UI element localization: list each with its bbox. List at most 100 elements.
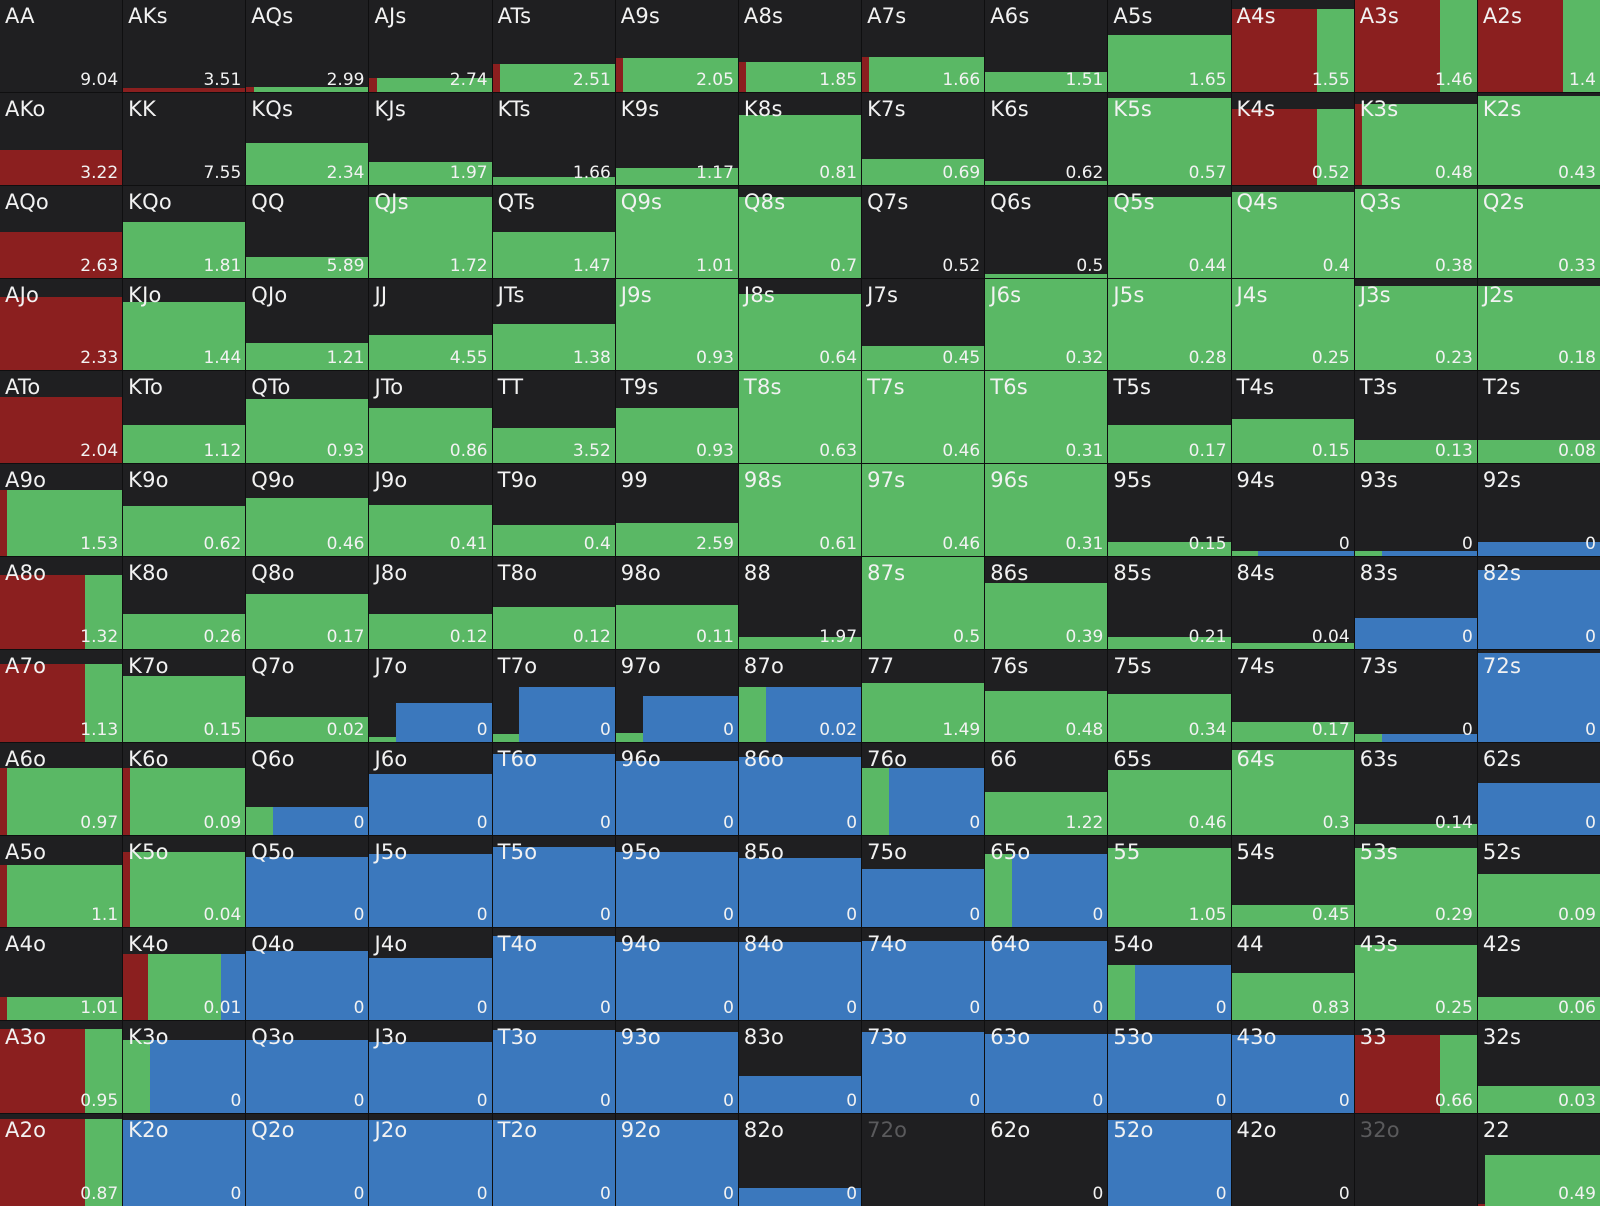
hand-cell-a3s[interactable]: A3s 1.46 xyxy=(1354,0,1477,92)
hand-cell-86o[interactable]: 86o 0 xyxy=(738,742,862,835)
hand-cell-a4o[interactable]: A4o 1.01 xyxy=(0,928,123,1021)
hand-cell-94s[interactable]: 94s 0 xyxy=(1231,464,1354,557)
hand-cell-q7s[interactable]: Q7s 0.52 xyxy=(862,185,985,278)
hand-cell-t8s[interactable]: T8s 0.63 xyxy=(738,371,862,464)
hand-cell-q5s[interactable]: Q5s 0.44 xyxy=(1108,185,1231,278)
hand-cell-84s[interactable]: 84s 0.04 xyxy=(1231,557,1354,649)
hand-cell-73o[interactable]: 73o 0 xyxy=(862,1021,985,1114)
hand-cell-53o[interactable]: 53o 0 xyxy=(1108,1021,1231,1114)
hand-cell-54s[interactable]: 54s 0.45 xyxy=(1231,835,1354,928)
hand-cell-j2s[interactable]: J2s 0.18 xyxy=(1477,278,1600,371)
hand-cell-ako[interactable]: AKo 3.22 xyxy=(0,92,123,185)
hand-cell-a5s[interactable]: A5s 1.65 xyxy=(1108,0,1231,92)
hand-cell-97o[interactable]: 97o 0 xyxy=(615,649,738,742)
hand-cell-95s[interactable]: 95s 0.15 xyxy=(1108,464,1231,557)
hand-cell-kqs[interactable]: KQs 2.34 xyxy=(246,92,369,185)
hand-cell-k2s[interactable]: K2s 0.43 xyxy=(1477,92,1600,185)
hand-cell-kts[interactable]: KTs 1.66 xyxy=(492,92,615,185)
hand-cell-77[interactable]: 77 1.49 xyxy=(862,649,985,742)
hand-cell-65o[interactable]: 65o 0 xyxy=(985,835,1108,928)
hand-cell-j7s[interactable]: J7s 0.45 xyxy=(862,278,985,371)
hand-cell-54o[interactable]: 54o 0 xyxy=(1108,928,1231,1021)
hand-cell-75s[interactable]: 75s 0.34 xyxy=(1108,649,1231,742)
hand-cell-k6o[interactable]: K6o 0.09 xyxy=(123,742,246,835)
hand-cell-k8s[interactable]: K8s 0.81 xyxy=(738,92,862,185)
hand-cell-63s[interactable]: 63s 0.14 xyxy=(1354,742,1477,835)
hand-cell-a4s[interactable]: A4s 1.55 xyxy=(1231,0,1354,92)
hand-cell-aa[interactable]: AA 9.04 xyxy=(0,0,123,92)
hand-cell-k4s[interactable]: K4s 0.52 xyxy=(1231,92,1354,185)
hand-cell-62s[interactable]: 62s 0 xyxy=(1477,742,1600,835)
hand-cell-q8s[interactable]: Q8s 0.7 xyxy=(738,185,862,278)
hand-cell-76o[interactable]: 76o 0 xyxy=(862,742,985,835)
hand-cell-t2s[interactable]: T2s 0.08 xyxy=(1477,371,1600,464)
hand-cell-ajs[interactable]: AJs 2.74 xyxy=(369,0,492,92)
hand-cell-t6s[interactable]: T6s 0.31 xyxy=(985,371,1108,464)
hand-cell-22[interactable]: 22 0.49 xyxy=(1477,1114,1600,1206)
hand-cell-52o[interactable]: 52o 0 xyxy=(1108,1114,1231,1206)
hand-cell-k3s[interactable]: K3s 0.48 xyxy=(1354,92,1477,185)
hand-cell-64s[interactable]: 64s 0.3 xyxy=(1231,742,1354,835)
hand-cell-t4s[interactable]: T4s 0.15 xyxy=(1231,371,1354,464)
hand-cell-aks[interactable]: AKs 3.51 xyxy=(123,0,246,92)
hand-cell-k3o[interactable]: K3o 0 xyxy=(123,1021,246,1114)
hand-cell-q3o[interactable]: Q3o 0 xyxy=(246,1021,369,1114)
hand-cell-qto[interactable]: QTo 0.93 xyxy=(246,371,369,464)
hand-cell-j9o[interactable]: J9o 0.41 xyxy=(369,464,492,557)
hand-cell-32o[interactable]: 32o xyxy=(1354,1114,1477,1206)
hand-cell-t8o[interactable]: T8o 0.12 xyxy=(492,557,615,649)
hand-cell-q6o[interactable]: Q6o 0 xyxy=(246,742,369,835)
hand-cell-q7o[interactable]: Q7o 0.02 xyxy=(246,649,369,742)
hand-cell-62o[interactable]: 62o 0 xyxy=(985,1114,1108,1206)
hand-cell-j9s[interactable]: J9s 0.93 xyxy=(615,278,738,371)
hand-cell-95o[interactable]: 95o 0 xyxy=(615,835,738,928)
hand-cell-65s[interactable]: 65s 0.46 xyxy=(1108,742,1231,835)
hand-cell-q4s[interactable]: Q4s 0.4 xyxy=(1231,185,1354,278)
hand-cell-q6s[interactable]: Q6s 0.5 xyxy=(985,185,1108,278)
hand-cell-k6s[interactable]: K6s 0.62 xyxy=(985,92,1108,185)
hand-cell-82s[interactable]: 82s 0 xyxy=(1477,557,1600,649)
hand-cell-kjo[interactable]: KJo 1.44 xyxy=(123,278,246,371)
hand-cell-t9o[interactable]: T9o 0.4 xyxy=(492,464,615,557)
hand-cell-43o[interactable]: 43o 0 xyxy=(1231,1021,1354,1114)
hand-cell-t4o[interactable]: T4o 0 xyxy=(492,928,615,1021)
hand-cell-a3o[interactable]: A3o 0.95 xyxy=(0,1021,123,1114)
hand-cell-k7o[interactable]: K7o 0.15 xyxy=(123,649,246,742)
hand-cell-63o[interactable]: 63o 0 xyxy=(985,1021,1108,1114)
hand-cell-93o[interactable]: 93o 0 xyxy=(615,1021,738,1114)
hand-cell-72s[interactable]: 72s 0 xyxy=(1477,649,1600,742)
hand-cell-a7s[interactable]: A7s 1.66 xyxy=(862,0,985,92)
hand-cell-t7o[interactable]: T7o 0 xyxy=(492,649,615,742)
hand-cell-j8o[interactable]: J8o 0.12 xyxy=(369,557,492,649)
hand-cell-k4o[interactable]: K4o 0.01 xyxy=(123,928,246,1021)
hand-cell-42s[interactable]: 42s 0.06 xyxy=(1477,928,1600,1021)
hand-cell-j5s[interactable]: J5s 0.28 xyxy=(1108,278,1231,371)
hand-cell-t3o[interactable]: T3o 0 xyxy=(492,1021,615,1114)
hand-cell-t5s[interactable]: T5s 0.17 xyxy=(1108,371,1231,464)
hand-cell-k9s[interactable]: K9s 1.17 xyxy=(615,92,738,185)
hand-cell-q8o[interactable]: Q8o 0.17 xyxy=(246,557,369,649)
hand-cell-t7s[interactable]: T7s 0.46 xyxy=(862,371,985,464)
hand-cell-74o[interactable]: 74o 0 xyxy=(862,928,985,1021)
hand-cell-t6o[interactable]: T6o 0 xyxy=(492,742,615,835)
hand-cell-q9o[interactable]: Q9o 0.46 xyxy=(246,464,369,557)
hand-cell-96o[interactable]: 96o 0 xyxy=(615,742,738,835)
hand-cell-98o[interactable]: 98o 0.11 xyxy=(615,557,738,649)
hand-cell-84o[interactable]: 84o 0 xyxy=(738,928,862,1021)
hand-cell-kk[interactable]: KK 7.55 xyxy=(123,92,246,185)
hand-cell-93s[interactable]: 93s 0 xyxy=(1354,464,1477,557)
hand-cell-86s[interactable]: 86s 0.39 xyxy=(985,557,1108,649)
hand-cell-kqo[interactable]: KQo 1.81 xyxy=(123,185,246,278)
hand-cell-85s[interactable]: 85s 0.21 xyxy=(1108,557,1231,649)
hand-cell-jto[interactable]: JTo 0.86 xyxy=(369,371,492,464)
hand-cell-a2s[interactable]: A2s 1.4 xyxy=(1477,0,1600,92)
hand-cell-k5o[interactable]: K5o 0.04 xyxy=(123,835,246,928)
hand-cell-q9s[interactable]: Q9s 1.01 xyxy=(615,185,738,278)
hand-cell-k5s[interactable]: K5s 0.57 xyxy=(1108,92,1231,185)
hand-cell-t9s[interactable]: T9s 0.93 xyxy=(615,371,738,464)
hand-cell-76s[interactable]: 76s 0.48 xyxy=(985,649,1108,742)
hand-cell-k7s[interactable]: K7s 0.69 xyxy=(862,92,985,185)
hand-cell-a8s[interactable]: A8s 1.85 xyxy=(738,0,862,92)
hand-cell-88[interactable]: 88 1.97 xyxy=(738,557,862,649)
hand-cell-92s[interactable]: 92s 0 xyxy=(1477,464,1600,557)
